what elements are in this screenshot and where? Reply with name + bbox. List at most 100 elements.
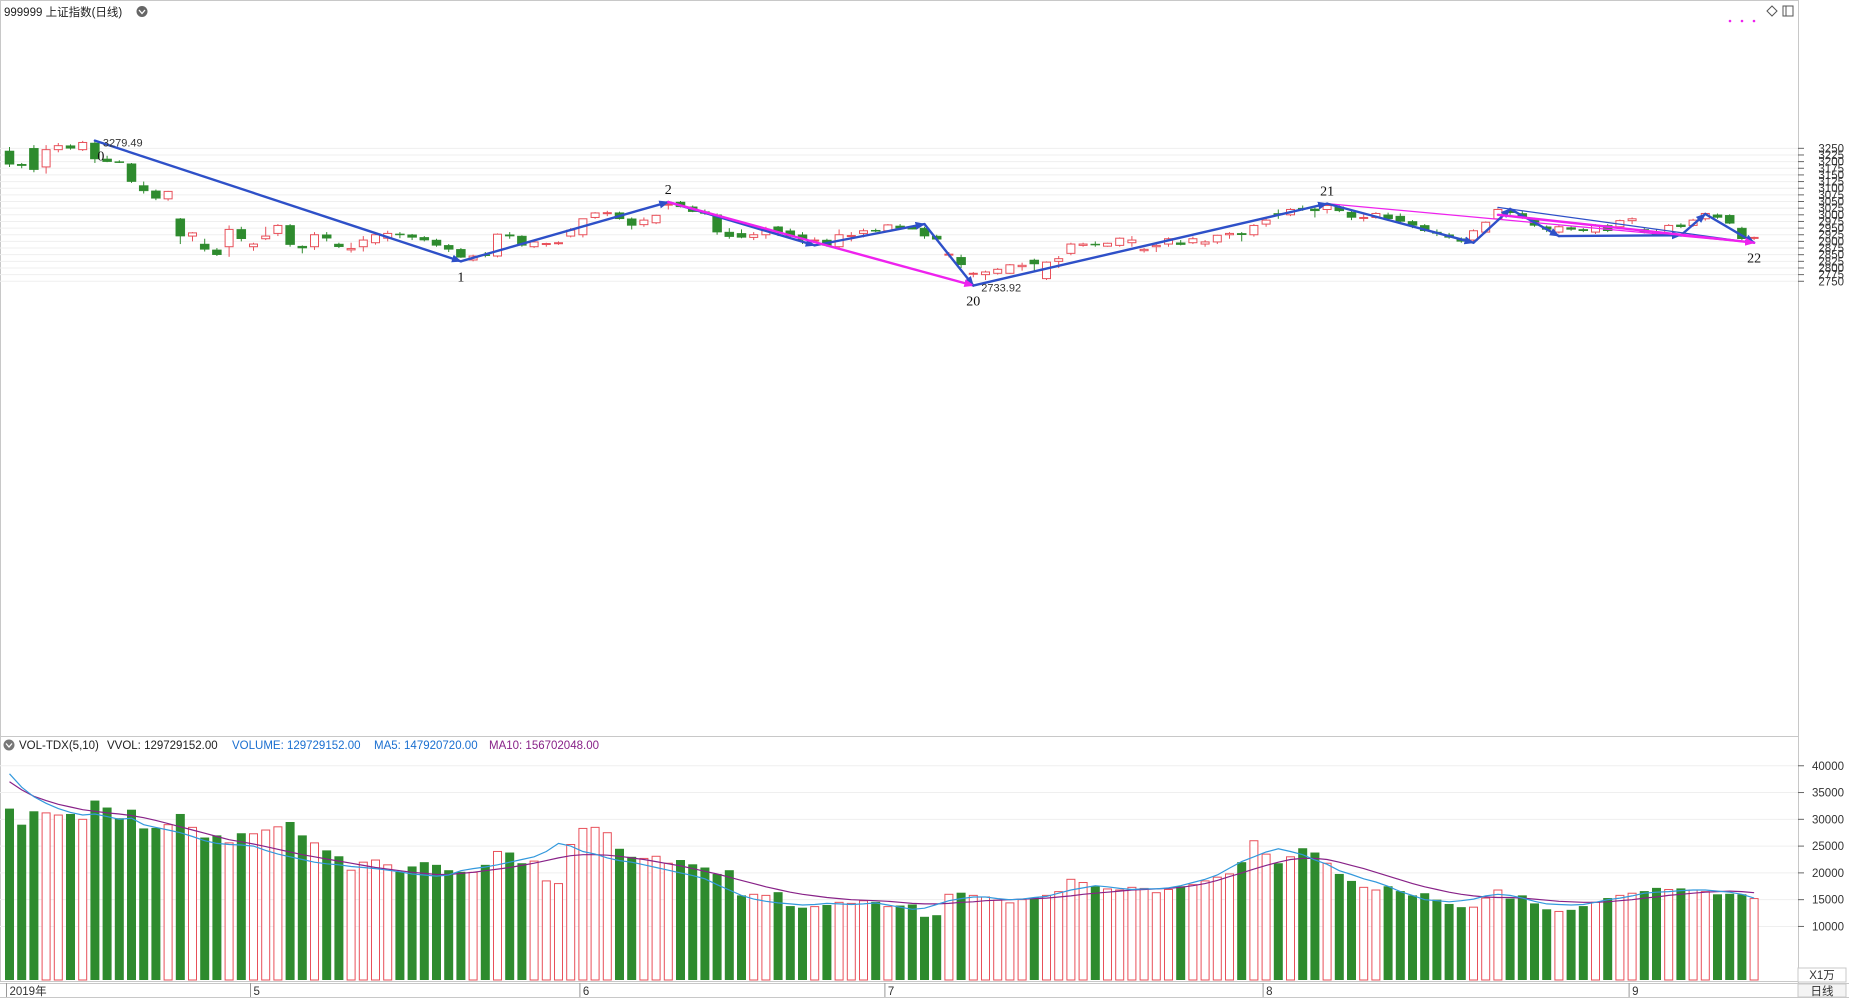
title-dropdown-icon[interactable] xyxy=(137,6,148,17)
candle-body-up xyxy=(1116,238,1124,245)
volume-bar-down xyxy=(115,818,124,980)
candle-body-up xyxy=(664,204,672,205)
candle-body-up xyxy=(1555,227,1563,232)
volume-bar-up xyxy=(311,843,319,980)
candle-body-up xyxy=(1140,249,1148,250)
candle-body-up xyxy=(860,231,868,234)
candle-body-down xyxy=(176,219,185,236)
candle-body-down xyxy=(1176,243,1185,245)
volume-bar-down xyxy=(395,872,404,980)
candle-body-down xyxy=(322,235,331,238)
volume-bar-up xyxy=(1555,911,1563,980)
candle-body-down xyxy=(1091,244,1100,245)
volume-bar-down xyxy=(334,856,343,980)
candle-body-down xyxy=(200,244,209,249)
date-axis: 2019年567891011 xyxy=(7,983,1849,998)
volume-bar-down xyxy=(420,862,429,980)
volume-bar-up xyxy=(1372,890,1380,980)
price-axis: 2750277528002825285028752900292529502975… xyxy=(1798,143,1844,288)
volume-bar-up xyxy=(1689,890,1697,980)
volume-bar-up xyxy=(1494,890,1502,980)
wave-label: 1 xyxy=(457,270,464,285)
volume-bar-up xyxy=(1043,895,1051,980)
volume-bar-down xyxy=(17,825,26,980)
candle-body-down xyxy=(1579,229,1588,230)
candle-body-up xyxy=(1067,244,1075,253)
volume-bar-up xyxy=(189,827,197,980)
volume-bar-down xyxy=(456,872,465,980)
candle-body-down xyxy=(212,250,221,255)
volume-ma-lines xyxy=(10,774,1755,910)
date-tick-label: 6 xyxy=(583,986,589,998)
volume-bar-up xyxy=(530,861,538,980)
volume-bar-down xyxy=(1030,898,1039,980)
volume-bar-down xyxy=(798,908,807,980)
volume-tick-label: 20000 xyxy=(1812,868,1844,880)
volume-bar-down xyxy=(627,857,636,980)
volume-bar-down xyxy=(1518,895,1527,980)
volume-bar-down xyxy=(139,828,148,980)
wave-label: 2 xyxy=(665,183,672,198)
volume-bar-up xyxy=(164,825,172,980)
volume-bar-up xyxy=(1250,841,1258,980)
candle-body-up xyxy=(603,213,611,214)
volume-tick-label: 35000 xyxy=(1812,788,1844,800)
volume-bar-up xyxy=(1470,907,1478,980)
volume-bar-up xyxy=(811,907,819,980)
vvol-value: VVOL: 129729152.00 xyxy=(107,740,218,752)
volume-bar-up xyxy=(1104,889,1112,980)
volume-bar-up xyxy=(372,860,380,980)
volume-bar-up xyxy=(1616,895,1624,980)
volume-bar-down xyxy=(1274,863,1283,980)
volume-bar-down xyxy=(1603,898,1612,980)
volume-bar-up xyxy=(860,901,868,980)
candle-body-up xyxy=(1201,242,1209,244)
volume-bar-down xyxy=(1652,888,1661,980)
candle-body-up xyxy=(54,146,62,150)
date-tick-label: 7 xyxy=(888,986,894,998)
candle-body-down xyxy=(725,232,734,237)
volume-bar-down xyxy=(725,870,734,980)
candle-body-up xyxy=(555,243,563,244)
candle-body-down xyxy=(127,164,136,182)
diamond-icon[interactable] xyxy=(1767,6,1777,16)
candle-body-up xyxy=(274,225,282,233)
candle-body-down xyxy=(17,164,26,165)
volume-bar-down xyxy=(1432,900,1441,980)
candle-body-down xyxy=(1347,212,1356,217)
candle-body-down xyxy=(1567,228,1576,230)
volume-bar-up xyxy=(640,858,648,980)
volume-bar-down xyxy=(322,850,331,980)
chart-title: 999999 上证指数(日线) xyxy=(4,5,122,19)
volume-bar-down xyxy=(127,810,136,980)
volume-bar-down xyxy=(737,895,746,980)
candle-body-up xyxy=(311,235,319,247)
volume-bar-up xyxy=(1067,879,1075,980)
volume-bar-down xyxy=(444,870,453,980)
volume-bar-down xyxy=(1579,906,1588,980)
restore-icon[interactable] xyxy=(1783,6,1793,16)
candle-body-up xyxy=(262,236,270,239)
volume-bar-down xyxy=(505,853,514,980)
volume-bar-up xyxy=(591,827,599,980)
volume-dropdown-icon[interactable] xyxy=(4,740,15,751)
wave-label: 22 xyxy=(1747,252,1761,267)
candle-body-up xyxy=(1360,217,1368,218)
candle-body-down xyxy=(957,257,966,264)
wave-label: 0 xyxy=(97,149,104,164)
volume-bar-down xyxy=(676,860,685,980)
price-tick-label: 3250 xyxy=(1818,143,1844,155)
volume-tick-label: 10000 xyxy=(1812,921,1844,933)
volume-bar-up xyxy=(1165,889,1173,980)
volume-bar-down xyxy=(774,892,783,980)
volume-bar-up xyxy=(494,851,502,980)
volume-bar-up xyxy=(1055,892,1063,980)
volume-bar-up xyxy=(359,862,367,980)
candle-body-up xyxy=(1750,237,1758,238)
wave-lines xyxy=(95,141,1754,286)
candle-body-up xyxy=(359,240,367,247)
volume-bar-down xyxy=(871,902,880,980)
candle-body-up xyxy=(542,244,550,245)
